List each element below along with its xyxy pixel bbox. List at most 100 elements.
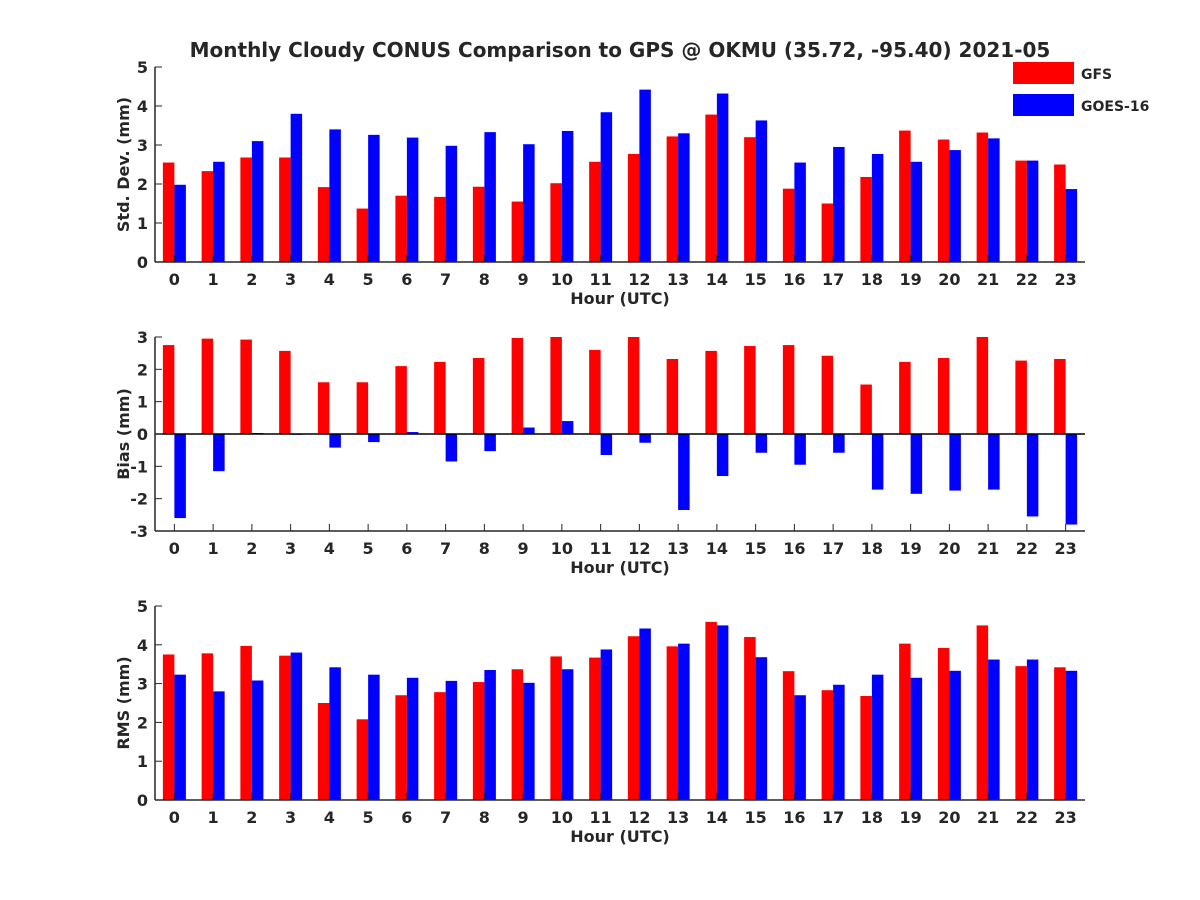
stddev-x-tick-label: 7 [440,270,451,289]
stddev-bar-goes16 [406,137,419,262]
bias-y-axis-label: Bias (mm) [114,388,133,480]
stddev-bar-gfs [279,157,291,262]
bias-bar-gfs [976,337,989,434]
rms-x-tick-label: 7 [440,808,451,827]
rms-x-tick-label: 10 [551,808,573,827]
rms-bar-gfs [1054,667,1066,800]
bias-bar-gfs [240,339,252,434]
bias-bar-gfs [860,384,872,434]
bias-bar-gfs [472,358,485,434]
stddev-y-tick-label: 4 [137,97,148,116]
bias-bar-gfs [937,358,950,434]
stddev-x-tick-label: 15 [744,270,766,289]
bias-bar-gfs [1054,358,1066,434]
rms-bar-goes16 [678,643,690,800]
chart-title: Monthly Cloudy CONUS Comparison to GPS @… [190,38,1051,62]
stddev-bar-gfs [1015,160,1027,262]
rms-bar-goes16 [988,659,1000,800]
stddev-x-tick-label: 2 [246,270,257,289]
bias-bar-gfs [821,355,834,434]
rms-x-tick-label: 16 [783,808,805,827]
rms-bar-gfs [162,654,175,800]
rms-y-axis-label: RMS (mm) [114,656,133,749]
stddev-x-tick-label: 11 [589,270,611,289]
rms-bar-gfs [395,695,407,800]
rms-x-tick-label: 3 [285,808,296,827]
bias-x-tick-label: 4 [324,539,335,558]
rms-bar-gfs [279,655,291,800]
bias-bar-gfs [782,345,795,434]
stddev-bar-gfs [162,162,175,262]
stddev-bar-gfs [472,186,485,262]
bias-bar-gfs [589,349,601,434]
rms-bar-gfs [782,671,795,800]
stddev-x-tick-label: 16 [783,270,805,289]
bias-bar-goes16 [988,434,1000,490]
stddev-bar-gfs [899,130,911,262]
bias-y-tick-label: 0 [137,425,148,444]
stddev-bar-goes16 [213,161,225,262]
rms-x-tick-label: 23 [1054,808,1076,827]
legend: GFS GOES-16 [1013,62,1149,116]
bias-bar-goes16 [329,434,341,448]
rms-bar-goes16 [213,691,225,800]
bias-bar-gfs [666,358,679,434]
rms-x-tick-label: 13 [667,808,689,827]
stddev-x-tick-label: 20 [938,270,960,289]
stddev-y-tick-label: 1 [137,214,148,233]
stddev-x-tick-label: 17 [822,270,844,289]
bias-bar-goes16 [794,434,806,465]
stddev-x-tick-label: 1 [208,270,219,289]
bias-bar-gfs [162,345,175,434]
bias-bar-gfs [511,337,524,434]
bias-x-tick-label: 6 [401,539,412,558]
rms-bar-goes16 [755,657,768,800]
stddev-x-tick-label: 8 [479,270,490,289]
stddev-bar-goes16 [949,150,961,262]
stddev-bar-gfs [240,157,252,262]
stddev-bar-goes16 [678,133,690,262]
rms-x-tick-label: 5 [363,808,374,827]
bias-x-tick-label: 10 [551,539,573,558]
stddev-x-tick-label: 22 [1016,270,1038,289]
stddev-bar-goes16 [1065,189,1078,262]
rms-bar-gfs [434,692,446,800]
bias-bar-gfs [744,346,756,434]
stddev-x-tick-label: 10 [551,270,573,289]
rms-x-tick-label: 17 [822,808,844,827]
rms-y-tick-label: 1 [137,752,148,771]
rms-x-axis-label: Hour (UTC) [570,827,670,846]
rms-bar-gfs [627,636,640,800]
rms-bar-goes16 [833,684,845,800]
stddev-x-tick-label: 9 [518,270,529,289]
stddev-bar-gfs [434,196,446,262]
rms-x-tick-label: 8 [479,808,490,827]
stddev-bar-goes16 [755,120,768,263]
bias-bar-goes16 [639,434,651,443]
bias-x-tick-label: 23 [1054,539,1076,558]
bias-bar-gfs [279,350,291,434]
rms-bar-goes16 [639,628,651,800]
rms-bar-gfs [666,646,679,800]
stddev-bar-gfs [589,161,601,262]
stddev-bar-gfs [395,195,407,262]
rms-x-tick-label: 4 [324,808,335,827]
bias-x-tick-label: 13 [667,539,689,558]
rms-y-tick-label: 0 [137,791,148,810]
bias-bar-goes16 [678,434,690,510]
bias-y-tick-label: 2 [137,360,148,379]
stddev-y-tick-label: 0 [137,253,148,272]
rms-bar-gfs [317,703,330,800]
stddev-x-tick-label: 0 [169,270,180,289]
bias-bar-goes16 [406,432,419,434]
stddev-x-axis-label: Hour (UTC) [570,289,670,308]
bias-y-tick-label: -1 [130,457,148,476]
bias-x-tick-label: 3 [285,539,296,558]
rms-x-tick-label: 22 [1016,808,1038,827]
rms-bar-goes16 [523,682,535,800]
stddev-bar-goes16 [639,89,651,263]
rms-bar-goes16 [1065,670,1078,800]
stddev-x-tick-label: 12 [628,270,650,289]
